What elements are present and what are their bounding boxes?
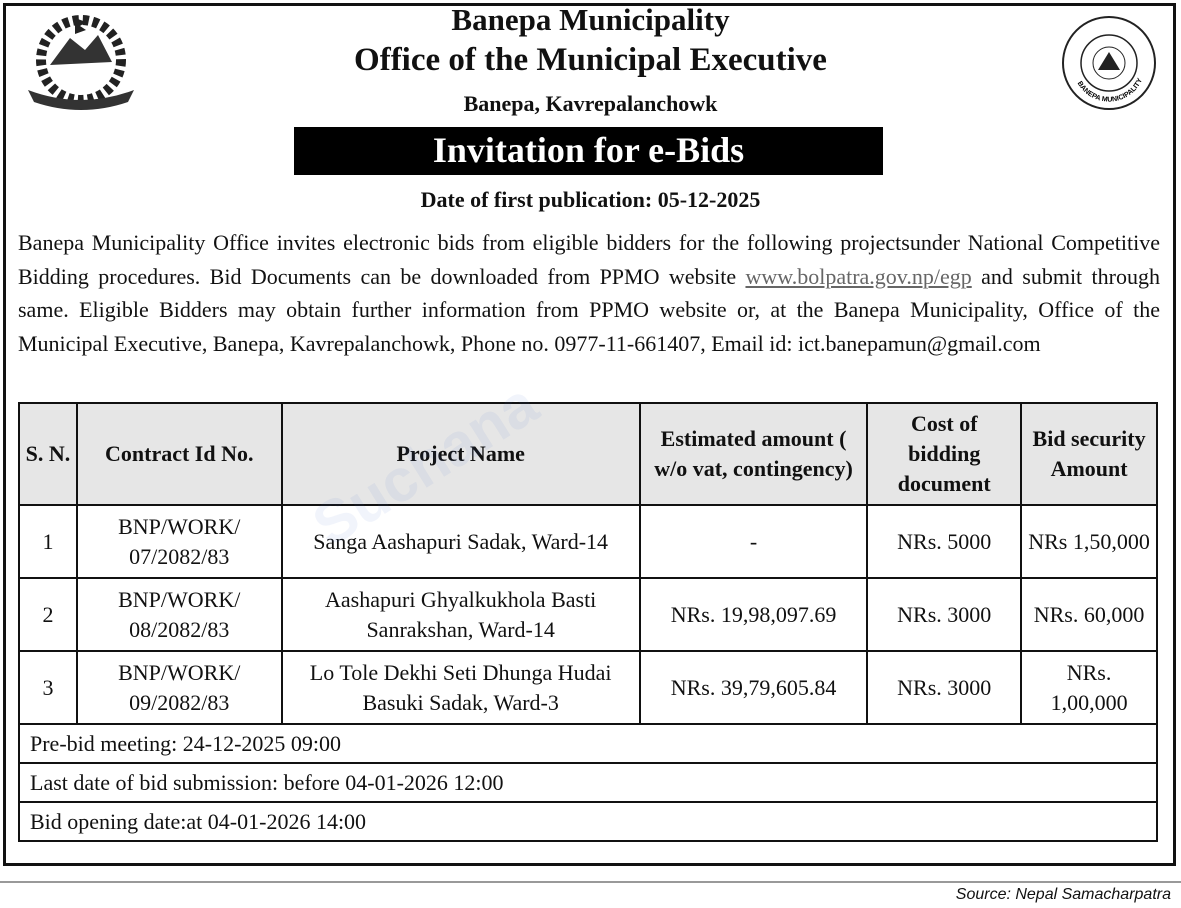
location: Banepa, Kavrepalanchowk xyxy=(463,91,718,116)
header-sn: S. N. xyxy=(18,402,78,506)
cell-bid-security: NRs. 60,000 xyxy=(1020,577,1158,652)
pre-bid-meeting: Pre-bid meeting: 24-12-2025 09:00 xyxy=(18,723,1158,764)
cell-sn: 3 xyxy=(18,650,78,725)
cell-contract-id: BNP/WORK/ 09/2082/83 xyxy=(75,650,283,725)
header-bid-security: Bid security Amount xyxy=(1020,402,1158,506)
cell-cost-of-document: NRs. 3000 xyxy=(866,577,1023,652)
table-header-row: S. N. Contract Id No. Project Name Estim… xyxy=(18,402,1158,506)
last-submission-date: Last date of bid submission: before 04-0… xyxy=(18,762,1158,803)
table-row: 3 BNP/WORK/ 09/2082/83 Lo Tole Dekhi Set… xyxy=(18,650,1158,725)
publication-date: Date of first publication: 05-12-2025 xyxy=(420,187,761,212)
cell-bid-security: NRs 1,50,000 xyxy=(1020,504,1158,579)
divider xyxy=(0,881,1181,883)
pre-bid-row: Pre-bid meeting: 24-12-2025 09:00 xyxy=(18,723,1158,764)
cell-contract-id: BNP/WORK/ 07/2082/83 xyxy=(75,504,283,579)
header-project-name: Project Name xyxy=(280,402,641,506)
notice-border xyxy=(3,3,1176,866)
cell-project-name: Lo Tole Dekhi Seti Dhunga Hudai Basuki S… xyxy=(280,650,641,725)
header-cost-of-document: Cost of bidding document xyxy=(866,402,1023,506)
cell-estimated-amount: NRs. 19,98,097.69 xyxy=(638,577,869,652)
cell-bid-security: NRs. 1,00,000 xyxy=(1020,650,1158,725)
cell-project-name: Aashapuri Ghyalkukhola Basti Sanrakshan,… xyxy=(280,577,641,652)
cell-cost-of-document: NRs. 5000 xyxy=(866,504,1023,579)
cell-sn: 1 xyxy=(18,504,78,579)
header-contract-id: Contract Id No. xyxy=(75,402,283,506)
banepa-municipality-seal: BANEPA MUNICIPALITY xyxy=(1062,16,1156,110)
table-row: 1 BNP/WORK/ 07/2082/83 Sanga Aashapuri S… xyxy=(18,504,1158,579)
invitation-banner: Invitation for e-Bids xyxy=(294,127,883,175)
bolpatra-link[interactable]: www.bolpatra.gov.np/egp xyxy=(745,263,972,289)
submission-row: Last date of bid submission: before 04-0… xyxy=(18,762,1158,803)
office-title: Office of the Municipal Executive xyxy=(354,42,827,78)
paragraph-text: Banepa Municipality Office invites elect… xyxy=(18,230,1160,289)
cell-sn: 2 xyxy=(18,577,78,652)
nepal-emblem-logo xyxy=(28,15,134,110)
source-credit: Source: Nepal Samacharpatra xyxy=(955,886,1171,903)
municipality-title: Banepa Municipality xyxy=(451,2,730,37)
bids-table: S. N. Contract Id No. Project Name Estim… xyxy=(18,402,1158,842)
bid-opening-date: Bid opening date:at 04-01-2026 14:00 xyxy=(18,801,1158,842)
cell-estimated-amount: - xyxy=(638,504,869,579)
paragraph-text-contd: and submit through same. Eligible Bidder… xyxy=(18,263,1160,356)
cell-cost-of-document: NRs. 3000 xyxy=(866,650,1023,725)
cell-estimated-amount: NRs. 39,79,605.84 xyxy=(638,650,869,725)
cell-contract-id: BNP/WORK/ 08/2082/83 xyxy=(75,577,283,652)
opening-row: Bid opening date:at 04-01-2026 14:00 xyxy=(18,801,1158,842)
notice-paragraph: Banepa Municipality Office invites elect… xyxy=(18,226,1160,360)
header-estimated-amount: Estimated amount ( w/o vat, contingency) xyxy=(638,402,869,506)
table-row: 2 BNP/WORK/ 08/2082/83 Aashapuri Ghyalku… xyxy=(18,577,1158,652)
cell-project-name: Sanga Aashapuri Sadak, Ward-14 xyxy=(280,504,641,579)
